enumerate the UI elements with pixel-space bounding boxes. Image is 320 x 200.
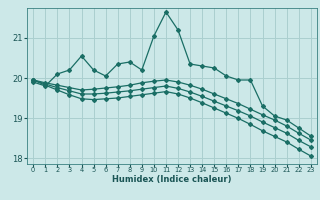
X-axis label: Humidex (Indice chaleur): Humidex (Indice chaleur) [112,175,232,184]
